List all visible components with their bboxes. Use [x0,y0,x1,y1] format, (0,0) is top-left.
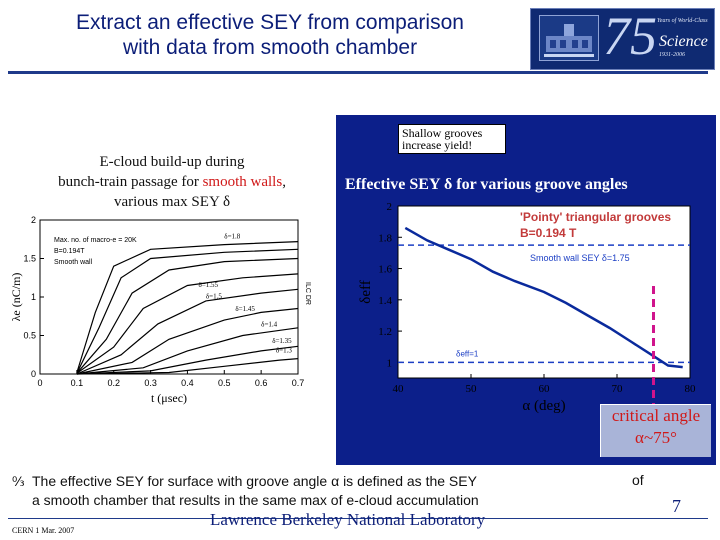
left-x-tick-label: 0.7 [292,378,305,388]
left-legend-line: B=0.194T [54,248,85,255]
left-x-tick-label: 0.3 [144,378,157,388]
left-caption-line-3: various max SEY δ [113,194,231,210]
right-legend-line-2: B=0.194 T [520,226,577,240]
bullet-icon: ↉ [12,474,25,489]
right-plot-caption: Effective SEY δ for various groove angle… [345,176,628,193]
left-caption-line-2: bunch-train passage for smooth walls, [12,172,332,192]
left-y-axis-label: λe (nC/m) [9,273,23,322]
title-divider [8,71,708,74]
left-series-line [76,327,299,375]
left-y-tick-label: 0.5 [23,331,36,341]
anniversary-logo: 75 Years of World-Class Science 1931-200… [530,6,715,70]
right-y-tick-label: 1.6 [378,264,392,276]
right-y-tick-label: 1.8 [378,232,392,244]
slide-title: Extract an effective SEY from comparison… [0,10,540,60]
ecloud-buildup-plot: 0 0.1 0.2 0.3 0.4 0.5 0.6 0.7 0 0.5 1 1.5 2 t (μsec) λ… [9,215,311,405]
left-x-axis-label: t (μsec) [151,391,187,405]
left-series-line [76,307,299,375]
right-x-tick-label: 50 [466,383,478,395]
bullet-paragraph: The effective SEY for surface with groov… [32,472,572,510]
footer-divider [8,518,708,519]
right-legend-line-1: 'Pointy' triangular grooves [520,210,671,224]
right-y-axis-label: δeff [358,280,374,303]
left-x-tick-label: 0.4 [181,378,194,388]
footer-date: CERN 1 Mar. 2007 [12,526,75,535]
right-y-tick-label: 1.2 [378,326,392,338]
effective-sey-plot: 40 50 60 70 80 1 1.2 1.4 1.6 1.8 2 α (deg) δeff 'Poin… [358,201,697,422]
left-legend-line: Max. no. of macro-e = 20K [54,237,137,244]
critical-angle-value: α~75° [635,428,677,447]
left-delta-label: δ=1.4 [261,320,277,328]
lab-building-icon [539,15,599,61]
caption-text-red: smooth walls [202,174,283,190]
right-x-axis-label: α (deg) [522,398,565,414]
left-series-line [76,248,299,374]
left-delta-label: δ=1.55 [198,281,218,289]
page-number: 7 [672,496,681,516]
critical-angle-label: critical angle [611,406,701,425]
right-x-tick-label: 70 [612,383,624,395]
callout-line-1: Shallow grooves [402,126,483,140]
left-y-tick-label: 0 [31,369,36,379]
callout-line-2: increase yield! [402,138,473,152]
right-y-tick-label: 1 [387,357,393,369]
bullet-line-2: a smooth chamber that results in the sam… [32,492,479,508]
title-line-1: Extract an effective SEY from comparison [76,11,464,34]
left-y-tick-label: 1 [31,292,36,302]
left-delta-label: δ=1.35 [272,337,292,345]
left-delta-label: δ=1.45 [235,305,255,313]
left-side-label: ILC DR [304,282,311,305]
left-series-line [76,257,299,374]
unity-label: δeff=1 [456,349,479,358]
left-x-tick-label: 0.1 [71,378,84,388]
left-plot-frame [39,219,299,375]
footer-lab-name: Lawrence Berkeley National Laboratory [210,510,486,529]
right-y-tick-label: 2 [387,201,393,213]
bullet-line-1: The effective SEY for surface with groov… [32,473,477,489]
left-y-tick-label: 1.5 [23,254,36,264]
left-caption-line-1: E-cloud build-up during [99,154,245,170]
logo-years: 1931-2006 [659,52,685,58]
left-series-line [76,241,299,373]
left-delta-label: δ=1.8 [224,232,240,240]
left-x-tick-label: 0 [37,378,42,388]
logo-tagline: Years of World-Class [657,18,708,24]
logo-number: 75 [603,6,657,66]
caption-text-post: , [282,174,286,190]
right-x-tick-label: 80 [685,383,697,395]
logo-word: Science [659,33,708,50]
left-x-tick-label: 0.5 [218,378,231,388]
left-y-tick-label: 2 [31,215,36,225]
left-series-line [76,358,299,375]
left-series-line [76,288,299,375]
left-plot-caption: E-cloud build-up during bunch-train pass… [12,152,332,212]
title-line-2: with data from smooth chamber [122,36,418,59]
left-x-tick-label: 0.6 [255,378,268,388]
bullet-of-word: of [632,472,644,488]
right-x-tick-label: 40 [393,383,405,395]
left-x-tick-label: 0.2 [107,378,120,388]
left-series-line [76,273,299,374]
critical-angle-box: critical angle α~75° [600,404,711,457]
right-y-tick-label: 1.4 [378,295,392,307]
shallow-grooves-callout: Shallow grooves increase yield! [398,124,506,154]
right-x-tick-label: 60 [539,383,551,395]
smooth-wall-label: Smooth wall SEY δ=1.75 [530,253,630,263]
building-icon-graphic [544,24,594,57]
left-delta-label: δ=1.5 [206,293,222,301]
left-delta-label: δ=1.3 [276,346,292,354]
left-series-line [76,345,299,375]
caption-text-pre: bunch-train passage for [58,174,203,190]
right-series-line [404,226,683,369]
left-legend-line: Smooth wall [54,259,93,266]
